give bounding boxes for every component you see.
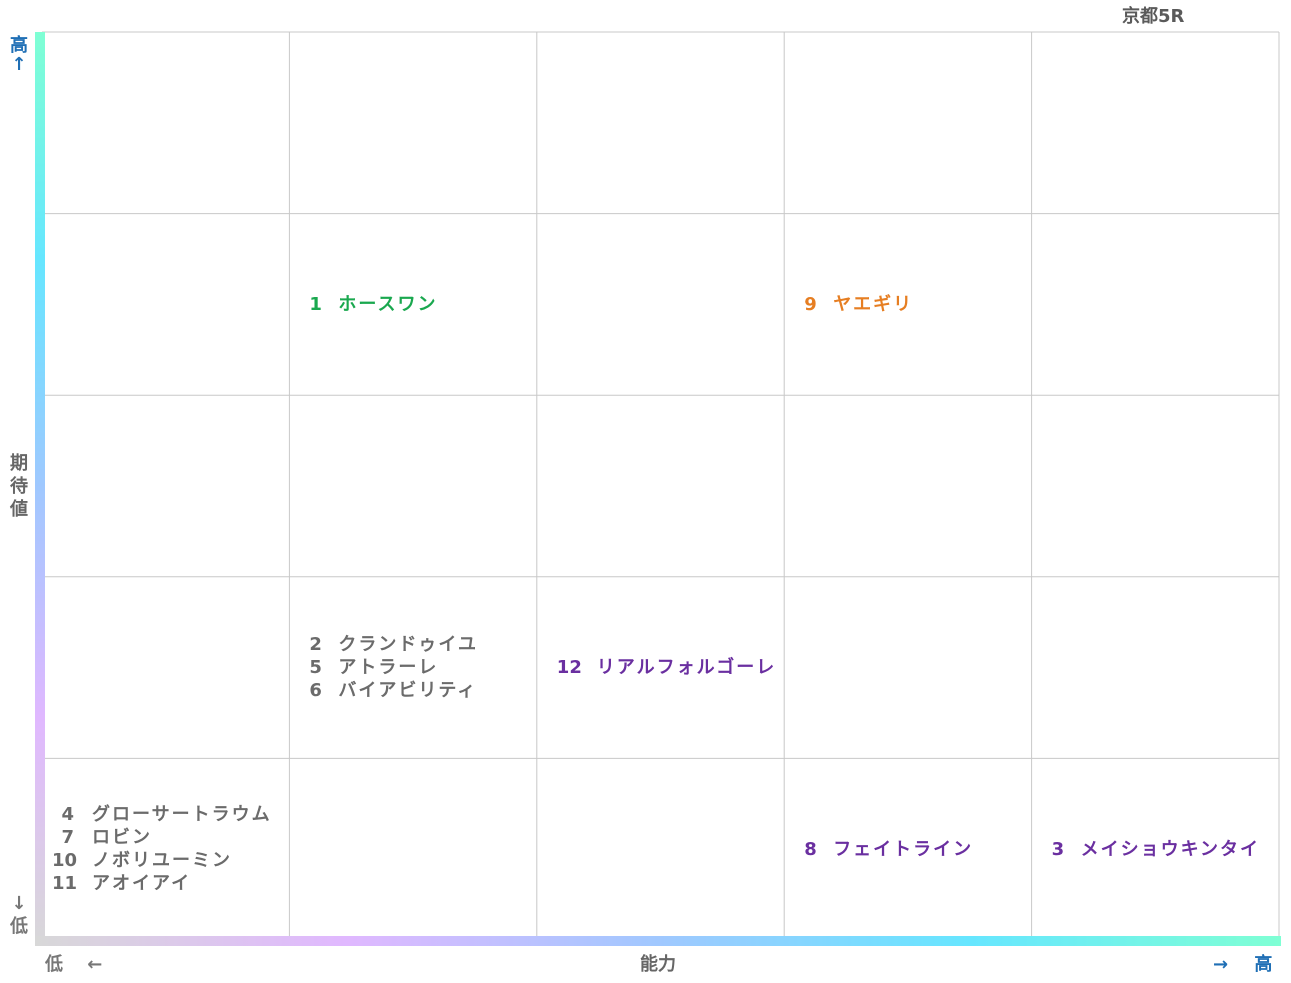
- horse-entry: 1 ホースワン: [309, 293, 437, 316]
- horse-number: 11: [52, 873, 78, 895]
- y-axis-title: 期 待 値: [8, 452, 30, 521]
- horse-name: ヤエギリ: [833, 293, 914, 315]
- x-high-arrow: →: [1213, 954, 1229, 975]
- horse-number: 1: [309, 293, 322, 315]
- horse-number: 8: [804, 838, 817, 860]
- horse-entry: 8 フェイトライン: [804, 838, 973, 861]
- x-high-text: 高: [1254, 954, 1273, 975]
- horse-name: ロビン: [92, 827, 152, 849]
- y-title-char-3: 値: [10, 499, 28, 520]
- horse-name: バイアビリティ: [338, 680, 478, 702]
- x-high-label: → 高: [1213, 950, 1272, 976]
- y-low-arrow: ↓: [11, 893, 27, 914]
- chart-title: 京都5R: [1122, 6, 1185, 27]
- horse-name: ホースワン: [338, 293, 438, 315]
- horse-name: フェイトライン: [833, 838, 974, 860]
- horse-name: アトラーレ: [338, 657, 439, 679]
- horse-entry: 3 メイショウキンタイ: [1052, 838, 1260, 861]
- y-high-text: 高: [10, 35, 28, 56]
- horse-entry: 9 ヤエギリ: [804, 293, 913, 316]
- horse-number: 12: [556, 657, 582, 679]
- y-title-char-1: 期: [10, 453, 28, 474]
- horse-name: メイショウキンタイ: [1080, 838, 1261, 860]
- horse-entry: 12 リアルフォルゴーレ: [557, 656, 776, 679]
- horse-name: アオイアイ: [92, 873, 192, 895]
- y-high-arrow: ↑: [11, 54, 27, 75]
- horse-entry: 6 バイアビリティ: [309, 679, 477, 702]
- y-title-char-2: 待: [10, 476, 28, 497]
- horse-name: クランドゥイユ: [338, 634, 479, 656]
- x-low-label: 低 ←: [45, 950, 102, 976]
- horse-number: 5: [309, 657, 322, 679]
- y-low-text: 低: [10, 916, 28, 937]
- horse-number: 7: [61, 827, 74, 849]
- y-high-label: 高 ↑: [8, 34, 30, 76]
- x-axis-title: 能力: [640, 954, 676, 975]
- horse-entry: 2 クランドゥイユ: [309, 633, 478, 656]
- x-low-text: 低: [45, 954, 63, 975]
- horse-entry: 7 ロビン: [52, 826, 152, 849]
- horse-number: 6: [309, 680, 322, 702]
- horse-name: グローサートラウム: [92, 804, 272, 826]
- x-low-arrow: ←: [87, 954, 103, 975]
- horse-name: ノボリユーミン: [92, 850, 232, 872]
- horse-entry: 4 グローサートラウム: [52, 803, 272, 826]
- horse-entry: 11 アオイアイ: [52, 872, 191, 895]
- y-low-label: ↓ 低: [8, 892, 30, 938]
- horse-name: リアルフォルゴーレ: [596, 657, 777, 679]
- horse-number: 2: [309, 634, 322, 656]
- horse-number: 10: [52, 850, 78, 872]
- horse-entry: 10 ノボリユーミン: [52, 849, 232, 872]
- horse-number: 3: [1051, 838, 1065, 860]
- horse-number: 9: [804, 293, 817, 315]
- horse-number: 4: [61, 804, 74, 826]
- y-axis-bar: [35, 32, 45, 946]
- horse-entry: 5 アトラーレ: [309, 656, 438, 679]
- x-axis-bar: [35, 936, 1281, 946]
